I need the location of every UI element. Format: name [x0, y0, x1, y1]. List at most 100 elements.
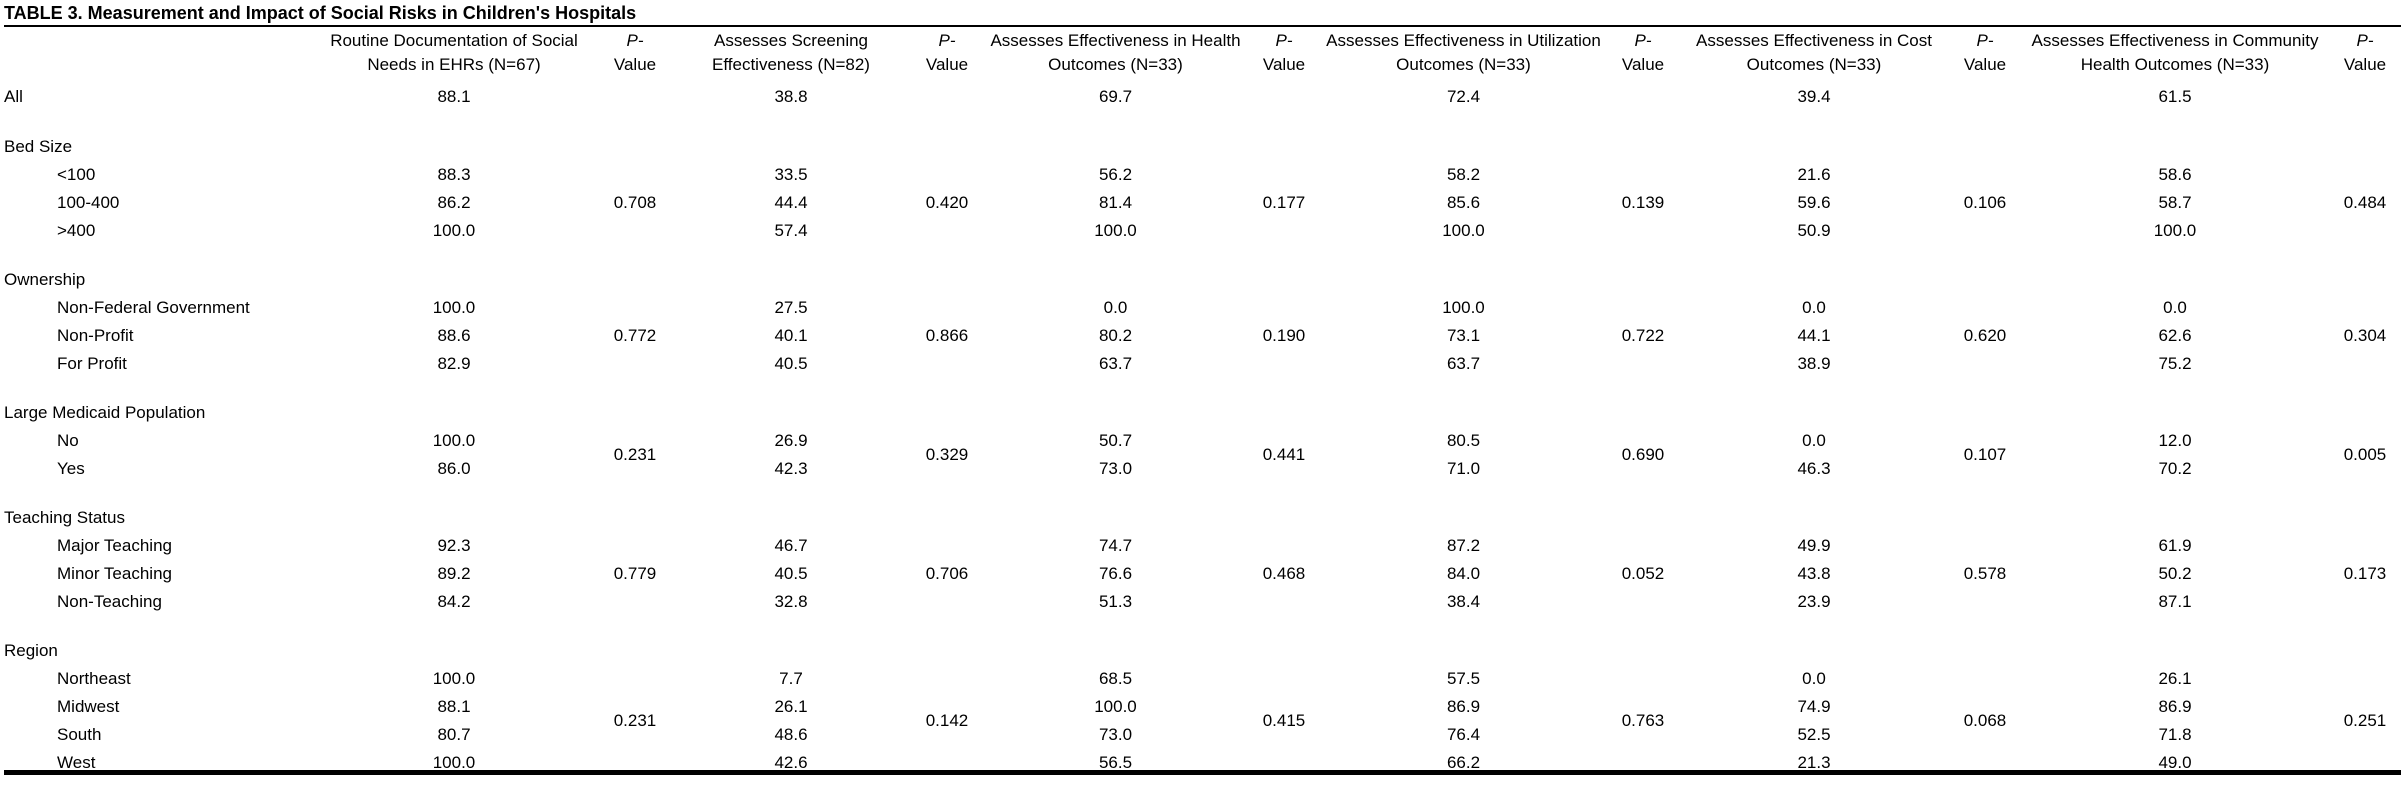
spacer-row [4, 483, 2401, 504]
header-stub [4, 29, 309, 82]
row-label: Non-Profit [57, 326, 134, 345]
cell-value: 80.5 [1446, 431, 1481, 450]
cell-pvalue-empty [2329, 82, 2401, 112]
cell-value: 56.2 [1098, 165, 1133, 184]
cell-pvalue: 0.578 [1963, 564, 2007, 583]
cell-value: 61.9 [2158, 536, 2192, 555]
cell-value: 38.4 [1446, 592, 1481, 611]
cell-pvalue: 0.329 [925, 445, 969, 464]
row-label: Yes [57, 459, 85, 478]
cell-value: 71.8 [2158, 725, 2192, 744]
cell-value: 100.0 [432, 298, 476, 317]
cell-value: 48.6 [774, 725, 808, 744]
header-pvalue-value: Value [1963, 55, 2007, 74]
cell-value: 63.7 [1446, 354, 1481, 373]
cell-pvalue: 0.005 [2343, 445, 2387, 464]
spacer-row [4, 112, 2401, 133]
cell-value: 59.6 [1797, 193, 1831, 212]
header-measure: Assesses Effectiveness in Utilization Ou… [1326, 31, 1601, 74]
cell-value: 26.1 [2158, 669, 2192, 688]
group-label: Teaching Status [4, 508, 125, 527]
cell-value: 42.6 [774, 753, 808, 772]
cell-value: 71.0 [1446, 459, 1481, 478]
row-label: South [57, 725, 102, 744]
header-pvalue: P- Value [1607, 29, 1679, 82]
spacer-cell [4, 112, 2401, 133]
cell-value: 0.0 [2163, 298, 2187, 317]
cell-value: 49.9 [1797, 536, 1831, 555]
cell-value: 0.0 [1802, 431, 1826, 450]
group-heading-fill [309, 504, 2401, 532]
cell-pvalue: 0.190 [1262, 326, 1306, 345]
table-row-all: All 88.1 38.8 69.7 72.4 39.4 61.5 [4, 82, 2401, 112]
group-heading-row: Region [4, 637, 2401, 665]
header-pvalue: P- Value [599, 29, 671, 82]
group-heading-row: Teaching Status [4, 504, 2401, 532]
cell-pvalue-empty [911, 82, 983, 112]
cell-value: 40.5 [774, 564, 808, 583]
cell-value: 80.2 [1098, 326, 1133, 345]
header-pvalue-p: P- [1275, 31, 1293, 50]
cell-value: 84.0 [1446, 564, 1481, 583]
cell-value: 27.5 [774, 298, 808, 317]
cell-pvalue: 0.772 [613, 326, 657, 345]
cell-value: 100.0 [432, 221, 476, 240]
cell-value: 75.2 [2158, 354, 2192, 373]
table-row: Non-Profit 88.6 40.1 80.2 73.1 44.1 62.6 [4, 322, 2401, 350]
cell-value: 38.8 [774, 87, 808, 106]
table-row: Non-Federal Government 100.0 0.772 27.5 0.86… [4, 294, 2401, 345]
cell-value: 40.1 [774, 326, 808, 345]
header-pvalue-value: Value [2343, 55, 2387, 74]
cell-value: 56.5 [1098, 753, 1133, 772]
table-row: <100 88.3 0.708 33.5 0.420 56.2 0.177 58.2 0.139… [4, 161, 2401, 212]
cell-value: 12.0 [2158, 431, 2192, 450]
cell-value: 0.0 [1103, 298, 1128, 317]
row-label: <100 [57, 165, 96, 184]
cell-value: 92.3 [437, 536, 471, 555]
cell-pvalue: 0.722 [1621, 326, 1665, 345]
row-label: Minor Teaching [57, 564, 172, 583]
cell-pvalue: 0.142 [925, 711, 969, 730]
cell-value: 62.6 [2158, 326, 2192, 345]
cell-pvalue-empty [599, 82, 671, 112]
cell-value: 38.9 [1797, 354, 1831, 373]
spacer-row [4, 378, 2401, 399]
spacer-row [4, 616, 2401, 637]
group-heading-row: Ownership [4, 266, 2401, 294]
group-label: Ownership [4, 270, 86, 289]
cell-value: 50.2 [2158, 564, 2192, 583]
header-pvalue: P- Value [1949, 29, 2021, 82]
cell-pvalue: 0.107 [1963, 445, 2007, 464]
header-pvalue-p: P- [626, 31, 644, 50]
cell-value: 26.9 [774, 431, 808, 450]
table-title: TABLE 3. Measurement and Impact of Socia… [4, 1, 2401, 27]
cell-value: 63.7 [1098, 354, 1133, 373]
cell-value: 73.1 [1446, 326, 1481, 345]
cell-value: 32.8 [774, 592, 808, 611]
table-row: South 80.7 48.6 73.0 76.4 52.5 71.8 [4, 721, 2401, 749]
cell-value: 86.0 [437, 459, 471, 478]
cell-pvalue: 0.706 [925, 564, 969, 583]
cell-value: 51.3 [1098, 592, 1133, 611]
table-row: No 100.0 0.231 26.9 0.329 50.7 0.441 80.5 0.690 0… [4, 427, 2401, 464]
row-label: For Profit [57, 354, 127, 373]
cell-pvalue: 0.177 [1262, 193, 1306, 212]
cell-value: 76.6 [1098, 564, 1133, 583]
table-body: All 88.1 38.8 69.7 72.4 39.4 61.5 Bed Size <100 8… [4, 82, 2401, 777]
cell-value: 39.4 [1797, 87, 1831, 106]
row-label: No [57, 431, 79, 450]
cell-value: 58.2 [1446, 165, 1481, 184]
cell-value: 100.0 [1094, 697, 1137, 716]
spacer-cell [4, 378, 2401, 399]
cell-value: 85.6 [1446, 193, 1481, 212]
table-header: Routine Documentation of Social Needs in… [4, 29, 2401, 82]
spacer-cell [4, 483, 2401, 504]
cell-pvalue: 0.484 [2343, 193, 2387, 212]
header-pvalue-p: P- [2356, 31, 2374, 50]
cell-value: 58.7 [2158, 193, 2192, 212]
cell-value: 57.4 [774, 221, 808, 240]
cell-value: 74.7 [1098, 536, 1133, 555]
group-label: Bed Size [4, 137, 73, 156]
header-pvalue: P- Value [1248, 29, 1320, 82]
